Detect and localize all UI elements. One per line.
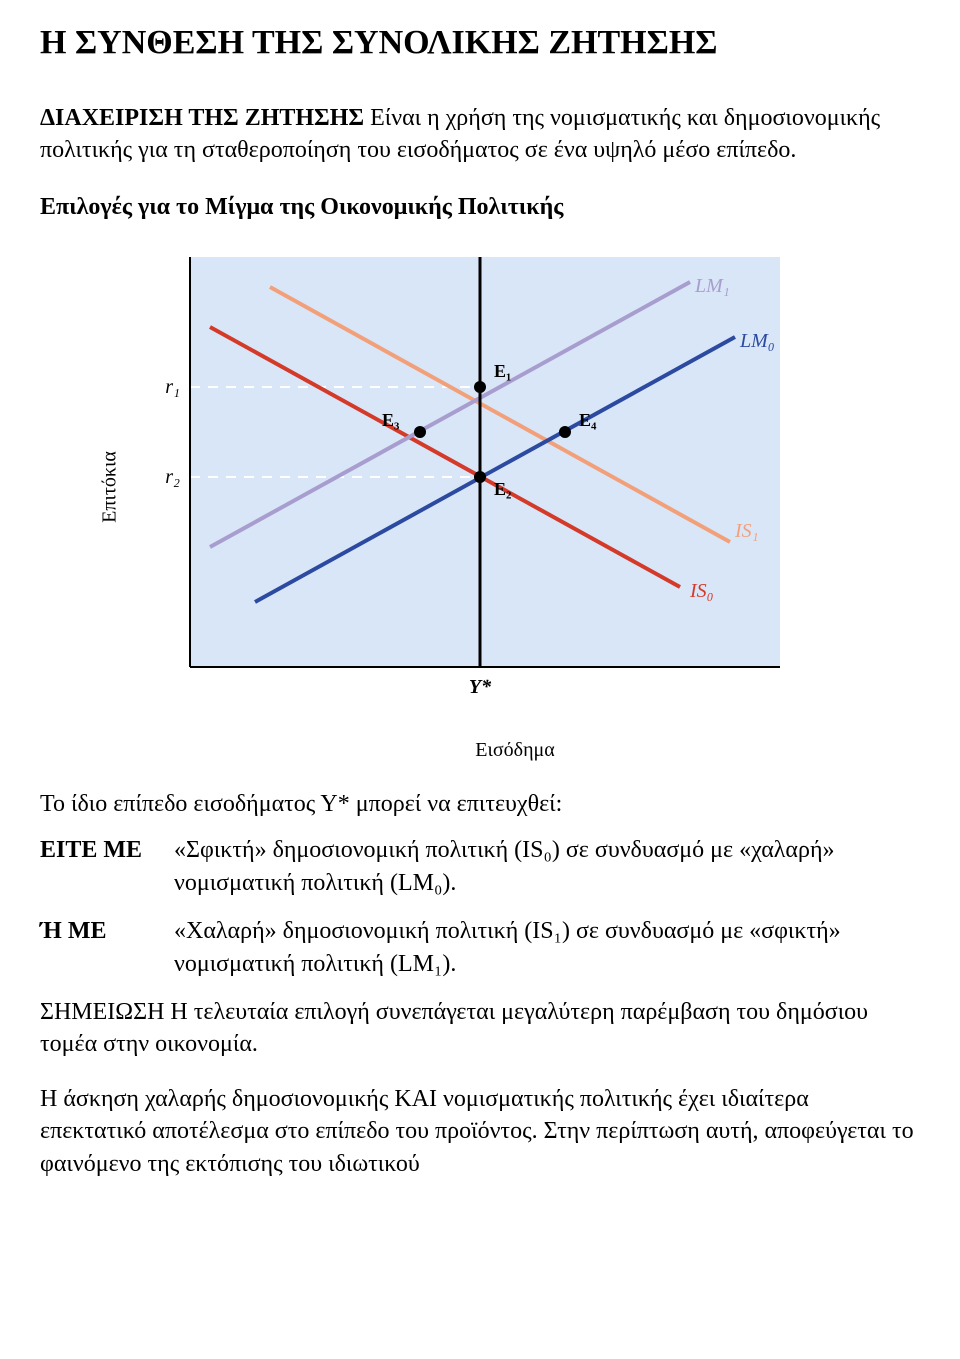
LM1-label: LM₁ [694, 275, 730, 297]
point-label-E2: E₂ [494, 479, 511, 499]
options-intro: Το ίδιο επίπεδο εισοδήματος Υ* μπορεί να… [40, 788, 920, 820]
x-center-label: Y* [469, 676, 492, 698]
option-label: ΕΙΤΕ ΜΕ [40, 834, 160, 899]
point-E4 [559, 426, 571, 438]
option-text: «Σφικτή» δημοσιονομική πολιτική (IS₀) σε… [174, 834, 920, 899]
lead-term: ΔΙΑΧΕΙΡΙΣΗ ΤΗΣ ΖΗΤΗΣΗΣ [40, 105, 364, 131]
plot-bg [190, 257, 780, 667]
islm-chart: Επιτόκια E₁E₂E₃E₄IS₀IS₁LM₀LM₁r₁r₂Y* [150, 247, 830, 727]
paragraph-demand-management: ΔΙΑΧΕΙΡΙΣΗ ΤΗΣ ΖΗΤΗΣΗΣ Είναι η χρήση της… [40, 102, 920, 167]
IS0-label: IS₀ [689, 580, 714, 602]
option-text: «Χαλαρή» δημοσιονομική πολιτική (IS₁) σε… [174, 915, 920, 980]
point-label-E3: E₃ [382, 410, 400, 430]
chart-svg: E₁ E₂ E₃ E₄ IS₀ IS₁ LM₀ LM₁ r₁ r₂ Y* [150, 247, 790, 707]
point-E1 [474, 381, 486, 393]
point-label-E1: E₁ [494, 361, 511, 381]
option-row: ΕΙΤΕ ΜΕ«Σφικτή» δημοσιονομική πολιτική (… [40, 834, 920, 899]
y-tick-label: r₁ [165, 376, 180, 398]
subheading-policy-mix: Επιλογές για το Μίγμα της Οικονομικής Πο… [40, 191, 920, 223]
point-E2 [474, 471, 486, 483]
y-axis-label: Επιτόκια [97, 451, 124, 523]
last-paragraph: Η άσκηση χαλαρής δημοσιονομικής ΚΑΙ νομι… [40, 1083, 920, 1180]
option-row: Ή ΜΕ«Χαλαρή» δημοσιονομική πολιτική (IS₁… [40, 915, 920, 980]
LM0-label: LM₀ [739, 330, 775, 352]
x-axis-label: Εισόδημα [40, 737, 920, 764]
options-list: ΕΙΤΕ ΜΕ«Σφικτή» δημοσιονομική πολιτική (… [40, 834, 920, 980]
IS1-label: IS₁ [734, 520, 759, 542]
page-title: Η ΣΥΝΘΕΣΗ ΤΗΣ ΣΥΝΟΛΙΚΗΣ ΖΗΤΗΣΗΣ [40, 20, 920, 66]
y-tick-label: r₂ [165, 466, 180, 488]
point-label-E4: E₄ [579, 410, 597, 430]
point-E3 [414, 426, 426, 438]
note-paragraph: ΣΗΜΕΙΩΣΗ Η τελευταία επιλογή συνεπάγεται… [40, 996, 920, 1061]
option-label: Ή ΜΕ [40, 915, 160, 980]
